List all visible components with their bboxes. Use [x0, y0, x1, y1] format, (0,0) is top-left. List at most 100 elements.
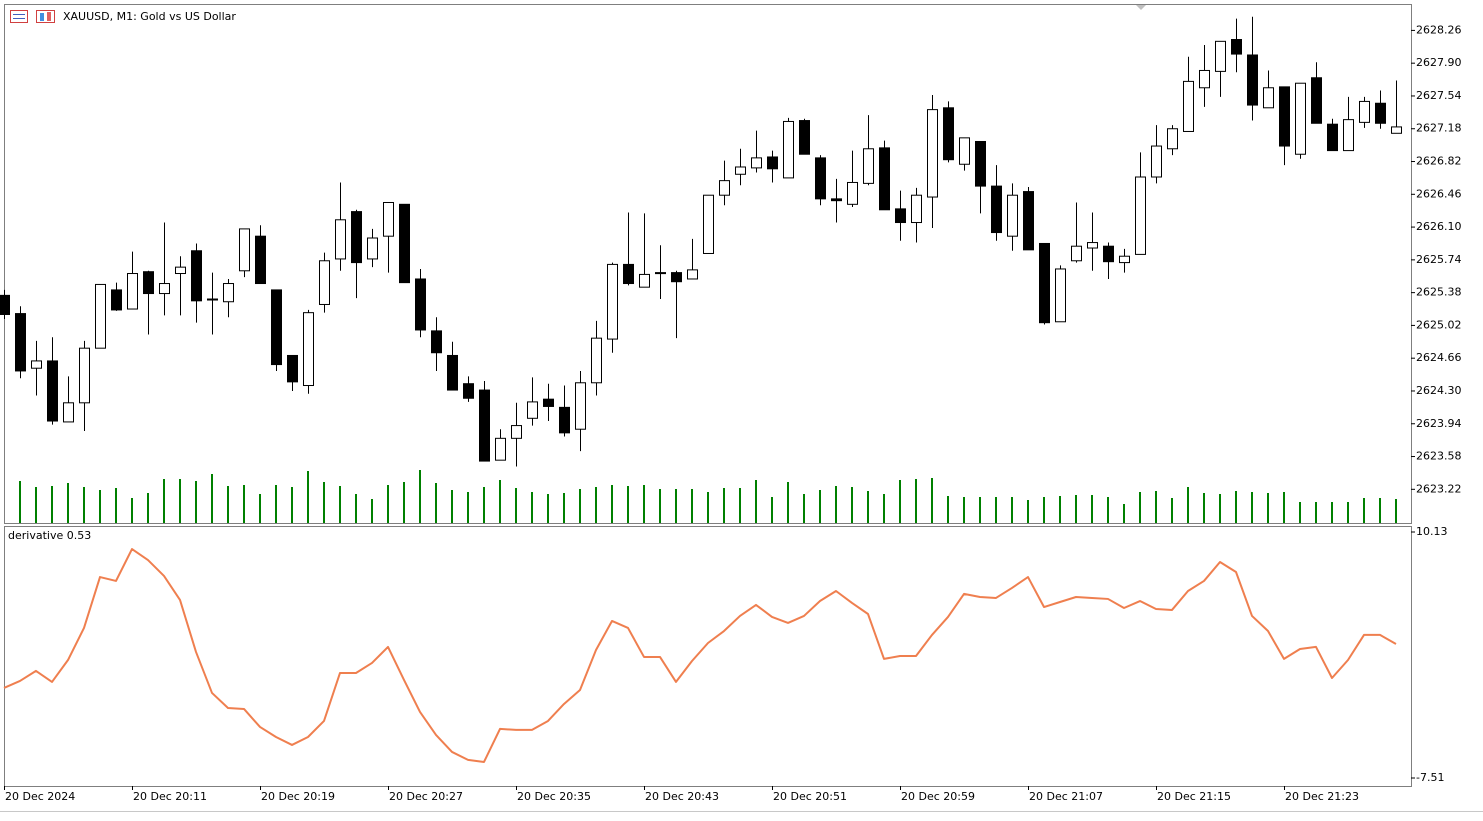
x-tick-label: 20 Dec 20:51	[773, 790, 847, 803]
volume-bar	[483, 487, 485, 523]
x-tick-label: 20 Dec 20:35	[517, 790, 591, 803]
volume-bar	[323, 482, 325, 523]
volume-bar	[1011, 497, 1013, 523]
volume-bar	[979, 497, 981, 523]
volume-bar	[947, 496, 949, 523]
candle-body	[127, 273, 138, 310]
volume-bar	[1347, 502, 1349, 523]
y-tick-label: 10.13	[1416, 525, 1448, 538]
candle-body	[575, 382, 586, 430]
volume-bar	[819, 490, 821, 523]
volume-bar	[707, 492, 709, 523]
x-tick-label: 20 Dec 20:19	[261, 790, 335, 803]
volume-bar	[35, 487, 37, 523]
candle-body	[1263, 87, 1274, 109]
candle-body	[911, 194, 922, 224]
volume-bar	[1299, 502, 1301, 523]
y-tick-label: -7.51	[1416, 771, 1444, 784]
volume-bar	[1203, 493, 1205, 523]
candle-body	[623, 263, 634, 285]
candle-body	[335, 219, 346, 260]
volume-bar	[1283, 492, 1285, 523]
volume-bar	[595, 487, 597, 523]
x-tick-label: 20 Dec 20:11	[133, 790, 207, 803]
x-tick-label: 20 Dec 21:23	[1285, 790, 1359, 803]
y-tick-label: 2623.22	[1416, 482, 1462, 495]
candle-body	[271, 289, 282, 366]
volume-bar	[451, 490, 453, 523]
candle-body	[191, 250, 202, 302]
x-tick-label: 20 Dec 20:43	[645, 790, 719, 803]
volume-bar	[1107, 497, 1109, 523]
candle-body	[511, 425, 522, 439]
x-tick-label: 20 Dec 20:27	[389, 790, 463, 803]
volume-bar	[579, 489, 581, 523]
volume-bar	[1219, 494, 1221, 523]
candle-body	[1391, 126, 1402, 134]
candle-body	[399, 203, 410, 284]
candle-body	[671, 272, 682, 283]
volume-bar	[611, 485, 613, 523]
candle-body	[1215, 40, 1226, 72]
volume-bar	[963, 497, 965, 523]
candle-body	[319, 260, 330, 305]
derivative-line	[3, 548, 1397, 763]
candle-body	[703, 194, 714, 254]
volume-bar	[1139, 492, 1141, 523]
volume-bar	[227, 486, 229, 523]
volume-bar	[291, 487, 293, 523]
candle-body	[431, 330, 442, 354]
volume-bar	[931, 478, 933, 523]
candle-body	[1359, 100, 1370, 123]
candle-body	[751, 157, 762, 169]
candle-body	[831, 198, 842, 202]
candle-body	[463, 383, 474, 399]
candle-body	[975, 140, 986, 187]
y-tick-label: 2626.46	[1416, 187, 1462, 200]
candle-body	[815, 157, 826, 200]
volume-bar	[131, 498, 133, 523]
candle-body	[255, 235, 266, 285]
candle-body	[607, 263, 618, 340]
candle-body	[1231, 39, 1242, 55]
volume-bar	[1187, 487, 1189, 523]
volume-bar	[387, 485, 389, 523]
volume-bar	[99, 490, 101, 523]
candle-body	[639, 273, 650, 288]
candle-body	[927, 109, 938, 198]
candle-body	[47, 360, 58, 422]
volume-bar	[899, 480, 901, 523]
candle-body	[1119, 255, 1130, 264]
x-tick-label: 20 Dec 2024	[5, 790, 75, 803]
candle-body	[991, 185, 1002, 234]
candle-body	[799, 120, 810, 155]
y-tick-label: 2624.30	[1416, 384, 1462, 397]
candle-body	[1087, 242, 1098, 249]
candle-body	[879, 147, 890, 211]
candle-body	[495, 437, 506, 461]
volume-bar	[195, 481, 197, 523]
candle-body	[687, 269, 698, 280]
volume-bar	[307, 471, 309, 523]
candle-body	[415, 278, 426, 331]
main-panel	[4, 4, 1412, 524]
y-tick-label: 2628.26	[1416, 23, 1462, 36]
candle-body	[1167, 128, 1178, 150]
candle-body	[1039, 242, 1050, 324]
volume-bar	[1075, 495, 1077, 523]
y-tick-label: 2627.18	[1416, 122, 1462, 135]
volume-bar	[163, 479, 165, 523]
volume-bar	[547, 494, 549, 523]
volume-bar	[1331, 502, 1333, 523]
volume-bar	[1235, 491, 1237, 523]
volume-bar	[1379, 498, 1381, 523]
x-tick-label: 20 Dec 21:07	[1029, 790, 1103, 803]
volume-bar	[499, 480, 501, 523]
x-tick-label: 20 Dec 20:59	[901, 790, 975, 803]
candle-body	[223, 283, 234, 303]
candle-body	[1343, 119, 1354, 152]
candle-body	[1023, 191, 1034, 251]
candle-body	[287, 354, 298, 383]
x-tick-label: 20 Dec 21:15	[1157, 790, 1231, 803]
indicator-panel	[4, 526, 1412, 787]
